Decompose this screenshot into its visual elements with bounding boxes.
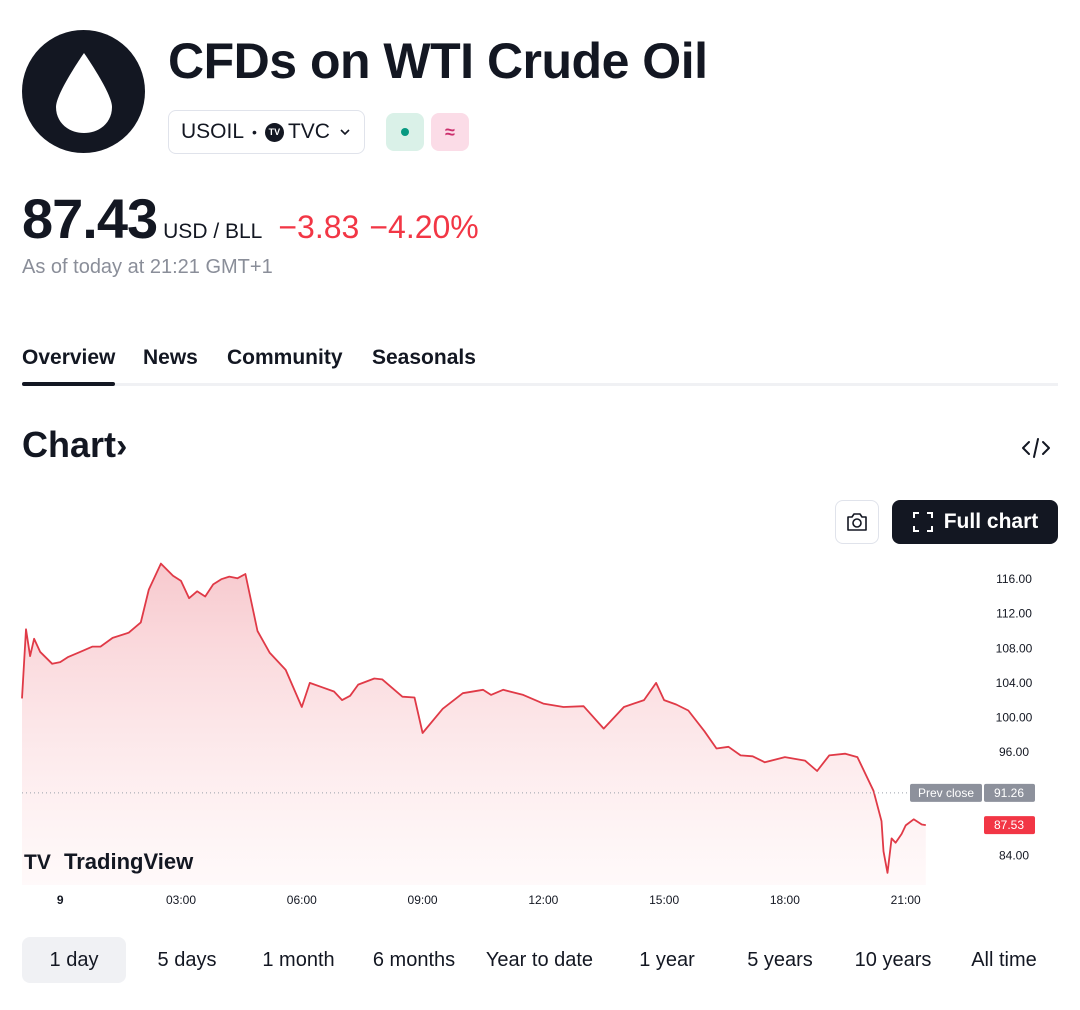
y-tick-label: 112.00 xyxy=(996,607,1032,621)
prev-close-label: Prev close xyxy=(918,786,974,800)
camera-icon xyxy=(847,513,867,531)
full-chart-button[interactable]: Full chart xyxy=(892,500,1058,544)
exchange-label: TVC xyxy=(287,120,330,143)
snapshot-button[interactable] xyxy=(835,500,879,544)
time-range-selector: 1 day 5 days 1 month 6 months Year to da… xyxy=(22,937,1062,983)
delayed-data-badge[interactable]: ≈ xyxy=(431,113,469,151)
tab-news[interactable]: News xyxy=(143,346,198,369)
last-price-label-bg xyxy=(984,816,1035,835)
tradingview-watermark: TV TradingView xyxy=(24,849,194,874)
fullscreen-icon xyxy=(912,512,933,532)
oil-drop-logo-icon xyxy=(22,30,145,153)
price-change: −3.83 xyxy=(278,209,360,245)
x-tick-label: 18:00 xyxy=(770,893,800,907)
range-1-year[interactable]: 1 year xyxy=(639,949,695,971)
range-5-years[interactable]: 5 years xyxy=(747,949,813,971)
code-embed-icon[interactable] xyxy=(1020,434,1052,462)
price-unit: USD / BLL xyxy=(163,220,263,243)
chart-section-link[interactable]: Chart› xyxy=(22,424,127,466)
x-tick-label: 03:00 xyxy=(166,893,196,907)
full-chart-label: Full chart xyxy=(943,510,1039,533)
last-price: 87.43 xyxy=(22,187,158,250)
y-tick-label: 104.00 xyxy=(996,676,1033,690)
x-tick-label: 06:00 xyxy=(287,893,317,907)
price-change-percent: −4.20% xyxy=(369,209,479,245)
market-status-badge[interactable] xyxy=(386,113,424,151)
price-line xyxy=(21,562,926,874)
range-1-day[interactable]: 1 day xyxy=(22,937,126,983)
prev-close-value: 91.26 xyxy=(994,786,1024,800)
separator-dot: • xyxy=(252,124,257,140)
last-price-label: 87.53 xyxy=(994,818,1024,832)
range-6-months[interactable]: 6 months xyxy=(372,949,456,971)
tab-seasonals[interactable]: Seasonals xyxy=(372,346,476,369)
y-tick-label: 116.00 xyxy=(996,572,1032,586)
prev-close-label-bg xyxy=(910,783,982,802)
range-year-to-date[interactable]: Year to date xyxy=(485,949,594,971)
range-10-years[interactable]: 10 years xyxy=(854,949,932,971)
chart-heading: Chart xyxy=(22,424,117,465)
y-tick-label: 84.00 xyxy=(999,849,1029,863)
tradingview-logo-icon: TV xyxy=(24,851,51,874)
prev-close-value-bg xyxy=(984,783,1035,802)
price-area-fill xyxy=(22,563,926,885)
x-tick-label: 12:00 xyxy=(528,893,558,907)
market-open-dot-icon xyxy=(401,128,409,136)
y-tick-label: 100.00 xyxy=(996,710,1033,724)
quote-timestamp: As of today at 21:21 GMT+1 xyxy=(22,256,273,278)
tradingview-wordmark: TradingView xyxy=(64,849,194,874)
quote-row: 87.43 USD / BLL −3.83 −4.20% xyxy=(22,186,479,251)
x-tick-label: 15:00 xyxy=(649,893,679,907)
tab-overview[interactable]: Overview xyxy=(22,346,116,386)
y-tick-label: 108.00 xyxy=(996,641,1033,655)
section-tabs: Overview News Community Seasonals xyxy=(22,346,1058,386)
price-chart[interactable]: 84.00 96.00 100.00 104.00 108.00 112.00 116.00… xyxy=(0,555,1080,925)
range-5-days[interactable]: 5 days xyxy=(157,949,217,971)
tab-community[interactable]: Community xyxy=(227,346,343,369)
range-1-month[interactable]: 1 month xyxy=(262,949,335,971)
y-tick-label: 96.00 xyxy=(999,745,1029,759)
chevron-right-icon: › xyxy=(116,427,128,465)
symbol-selector[interactable]: USOIL • TV TVC xyxy=(168,110,365,154)
x-tick-label: 09:00 xyxy=(408,893,438,907)
page-title: CFDs on WTI Crude Oil xyxy=(168,33,708,89)
x-tick-label: 9 xyxy=(57,893,64,907)
range-all-time[interactable]: All time xyxy=(971,949,1037,971)
chevron-down-icon xyxy=(340,129,350,136)
exchange-logo-icon: TV xyxy=(264,122,284,142)
x-tick-label: 21:00 xyxy=(891,893,921,907)
symbol-label: USOIL xyxy=(181,120,245,143)
